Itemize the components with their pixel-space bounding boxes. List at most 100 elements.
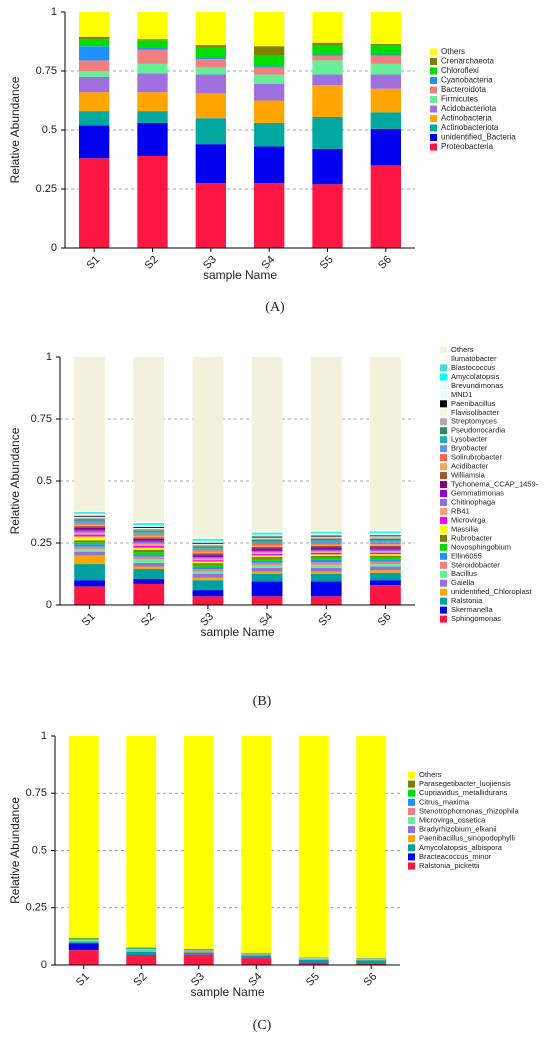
legend-label: Skermanella [451, 605, 494, 614]
bar-segment [74, 546, 105, 550]
bar-segment [195, 93, 226, 119]
bar-segment [312, 54, 343, 56]
bar-segment [74, 526, 105, 528]
bar-segment [195, 47, 226, 59]
bar-segment [133, 541, 165, 544]
bar-segment [254, 100, 285, 123]
bar-segment [370, 531, 401, 533]
bar-segment [133, 525, 165, 527]
bar-segment [192, 574, 224, 578]
legend-label: Bacillus [451, 569, 477, 578]
legend-swatch [440, 373, 447, 381]
bar-segment [79, 12, 110, 37]
bar-segment [251, 550, 283, 553]
legend-swatch [408, 844, 415, 852]
legend-swatch [440, 409, 447, 417]
bar-segment [254, 83, 285, 101]
bar-segment [79, 92, 110, 112]
legend-swatch [408, 798, 415, 806]
bar-segment [133, 534, 165, 536]
legend-swatch [430, 134, 437, 141]
bar-segment [195, 118, 226, 145]
legend-swatch [440, 355, 447, 363]
legend-swatch [440, 418, 447, 426]
bar-segment [251, 560, 283, 563]
bar-segment [370, 541, 401, 543]
bar-segment [251, 536, 283, 538]
bar-segment [312, 85, 343, 118]
bar-segment [251, 553, 283, 556]
legend-swatch [440, 498, 447, 506]
legend-label: RB41 [451, 506, 470, 515]
bar-segment [74, 521, 105, 524]
bar-segment [370, 128, 401, 166]
legend-label: Lysobacter [451, 435, 488, 444]
bar-segment [370, 554, 401, 556]
y-tick-label: 0 [41, 959, 47, 971]
x-tick-label: S2 [131, 971, 149, 989]
bar-segment [137, 73, 168, 93]
bar-segment [192, 577, 224, 581]
legend-label: Bradyrhizobium_elkanii [419, 825, 497, 834]
bar-segment [79, 71, 110, 77]
legend-swatch [440, 615, 447, 623]
bar-segment [251, 531, 283, 533]
y-axis-title: Relative Abundance [8, 797, 22, 904]
bar-segment [370, 43, 401, 46]
bar-segment [312, 74, 343, 86]
x-tick-label: S2 [139, 611, 157, 629]
bar-segment [195, 67, 226, 75]
bar-segment [251, 532, 283, 534]
bar-segment [370, 112, 401, 129]
bar-segment [133, 535, 165, 538]
bar-segment [74, 515, 105, 517]
legend-label: Parasegetibacter_luojiensis [419, 779, 511, 788]
bar-segment [370, 533, 401, 535]
bar-segment [312, 184, 343, 248]
bar-segment [183, 950, 214, 952]
legend-label: Flavisolibacter [451, 408, 499, 417]
bar-segment [126, 736, 157, 948]
bar-segment [133, 562, 165, 567]
bar-segment [310, 548, 342, 550]
bar-segment [133, 357, 165, 522]
bar-segment [251, 543, 283, 546]
legend-label: Crenarchaeota [441, 57, 494, 66]
bar-segment [137, 40, 168, 48]
bar-segment [310, 559, 342, 563]
y-tick-label: 0 [51, 242, 57, 254]
bar-segment [137, 122, 168, 156]
x-tick-label: S6 [361, 971, 379, 989]
bar-segment [79, 125, 110, 159]
legend-swatch [440, 597, 447, 605]
bar-segment [251, 596, 283, 605]
bar-segment [126, 947, 157, 949]
bar-segment [251, 540, 283, 542]
bar-segment [126, 949, 157, 951]
bar-segment [137, 111, 168, 123]
bar-segment [370, 74, 401, 89]
bar-segment [310, 596, 342, 605]
bar-segment [370, 561, 401, 565]
bar-segment [370, 566, 401, 571]
bar-segment [74, 544, 105, 547]
bar-segment [254, 146, 285, 184]
panel-label: (C) [253, 1018, 272, 1033]
bar-segment [192, 569, 224, 572]
bar-segment [68, 940, 99, 942]
bar-segment [370, 12, 401, 44]
x-axis-title: sample Name [200, 625, 274, 639]
bar-segment [192, 571, 224, 574]
bar-segment [310, 539, 342, 541]
bar-segment [133, 569, 165, 579]
y-tick-label: 0.5 [32, 844, 47, 856]
legend-swatch [440, 427, 447, 435]
legend-swatch [408, 817, 415, 824]
bar-segment [133, 538, 165, 541]
bar-segment [298, 959, 329, 963]
legend-swatch [430, 48, 437, 56]
bar-segment [133, 554, 165, 557]
bar-segment [312, 117, 343, 149]
legend-label: Bracteacoccus_minor [419, 852, 492, 861]
legend-label: Brevundimonas [451, 381, 503, 390]
